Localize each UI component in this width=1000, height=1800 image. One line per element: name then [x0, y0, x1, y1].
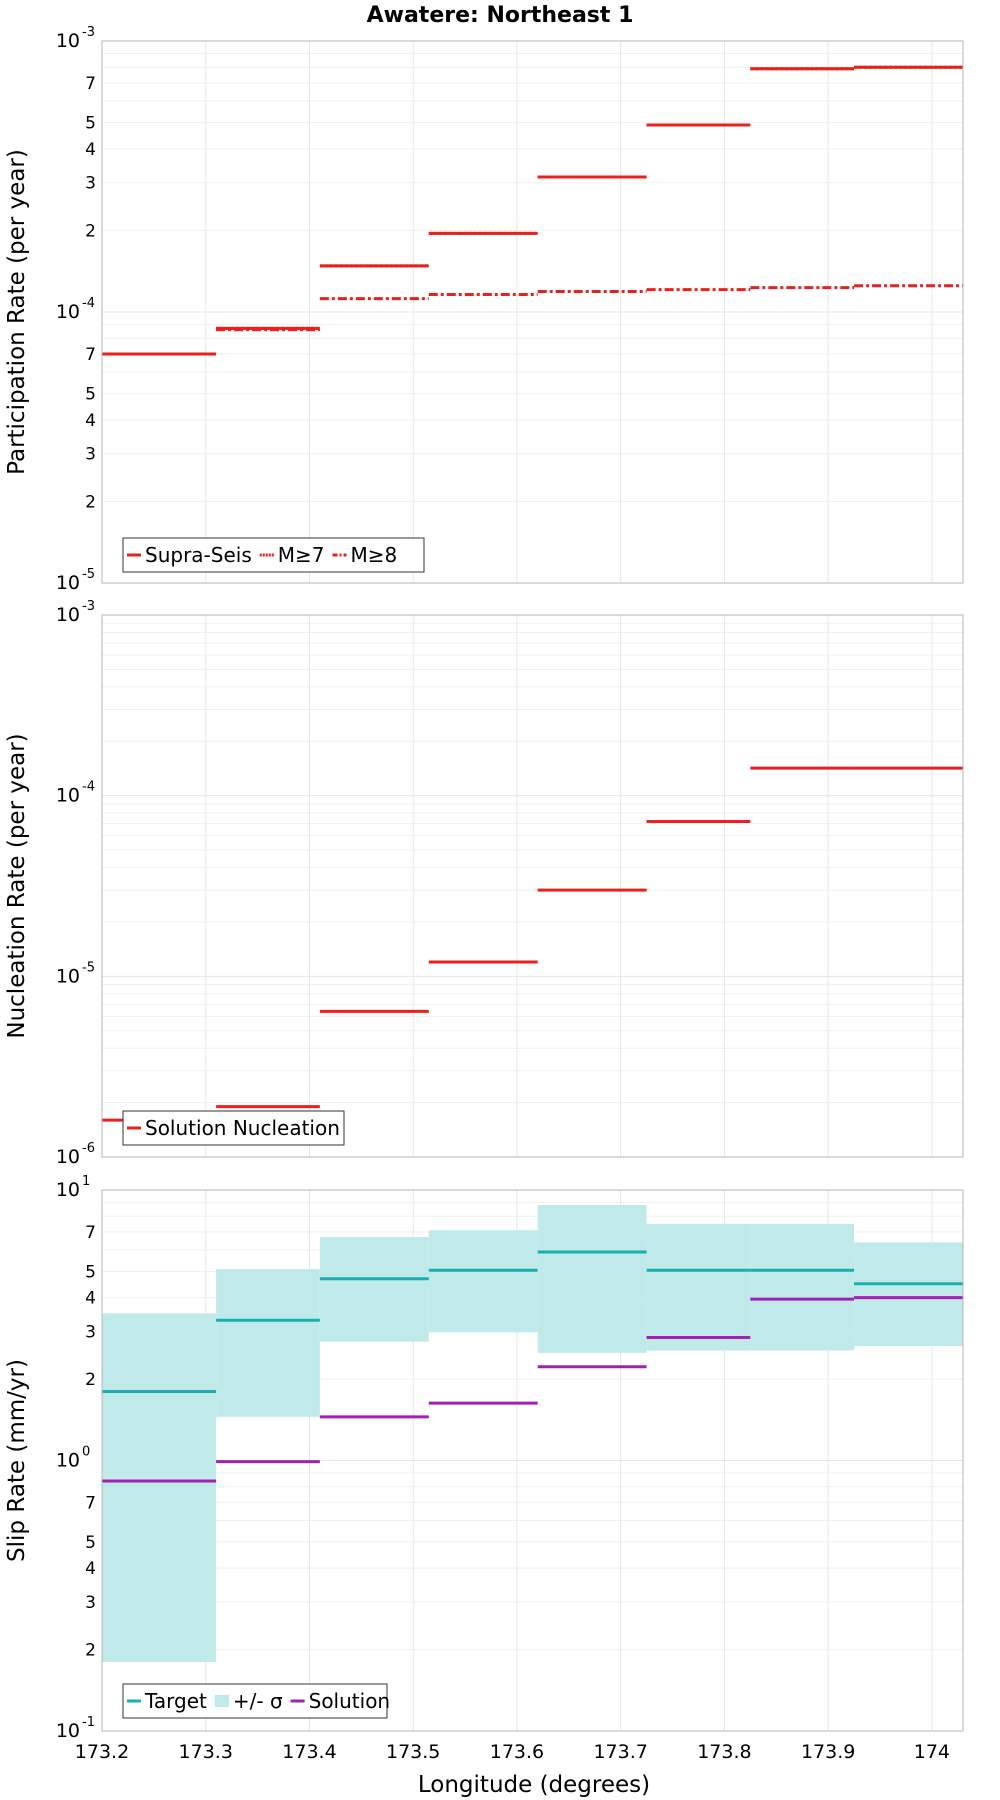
x-tick-label: 173.7: [593, 1741, 647, 1763]
sigma-band-segment: [750, 1223, 855, 1351]
y-minor-tick-label: 4: [85, 140, 96, 160]
x-tick-label: 173.3: [179, 1741, 233, 1763]
y-minor-tick-label: 7: [85, 1493, 96, 1513]
y-tick-exponent: -3: [82, 599, 95, 614]
y-minor-tick-label: 5: [85, 385, 96, 405]
chart-title: Awatere: Northeast 1: [367, 3, 634, 28]
legend-label: Target: [144, 1689, 207, 1713]
y-tick-exponent: -4: [82, 780, 95, 795]
sigma-band-segment: [319, 1237, 429, 1342]
y-tick-label: 10: [56, 604, 80, 626]
x-tick-label: 173.4: [282, 1741, 336, 1763]
y-tick-exponent: -4: [82, 296, 95, 311]
y-tick-label: 10: [56, 785, 80, 807]
y-minor-tick-label: 7: [85, 1223, 96, 1243]
y-tick-exponent: 1: [82, 1174, 90, 1189]
y-tick-exponent: 0: [82, 1445, 90, 1460]
sigma-band-segment: [537, 1205, 647, 1353]
legend-label: M≥8: [351, 543, 398, 567]
y-minor-tick-label: 4: [85, 411, 96, 431]
legend-label: M≥7: [278, 543, 325, 567]
plot-frame: [101, 40, 964, 584]
y-minor-tick-label: 2: [85, 492, 96, 512]
legend-layer: Supra-Seis M≥7 M≥8 Solution Nucleation Targe…: [122, 537, 425, 1719]
legend-label: +/- σ: [233, 1689, 283, 1713]
x-tick-label: 174: [914, 1741, 950, 1763]
x-tick-label: 173.6: [490, 1741, 544, 1763]
y-minor-tick-label: 5: [85, 1262, 96, 1282]
sigma-band-segment: [216, 1269, 320, 1417]
x-tick-label: 173.2: [75, 1741, 129, 1763]
legend-label: Solution: [309, 1689, 390, 1713]
y-tick-label: 10: [56, 572, 80, 594]
y-tick-label: 10: [56, 30, 80, 52]
y-tick-exponent: -3: [82, 25, 95, 40]
y-tick-label: 10: [56, 1179, 80, 1201]
x-tick-label: 173.9: [801, 1741, 855, 1763]
y-minor-tick-label: 5: [85, 114, 96, 134]
y-axis-label: Slip Rate (mm/yr): [4, 1359, 30, 1562]
sigma-band-segment: [854, 1242, 963, 1347]
x-tick-label: 173.8: [697, 1741, 751, 1763]
y-minor-tick-label: 4: [85, 1289, 96, 1309]
legend-label: Solution Nucleation: [145, 1116, 340, 1140]
y-minor-tick-label: 3: [85, 1593, 96, 1613]
y-minor-tick-label: 2: [85, 1370, 96, 1390]
legend-swatch: [214, 1695, 229, 1707]
y-axis-label: Participation Rate (per year): [4, 149, 30, 475]
plot-frame: [101, 614, 964, 1158]
y-tick-exponent: -6: [82, 1141, 95, 1156]
y-minor-tick-label: 3: [85, 445, 96, 465]
y-tick-label: 10: [56, 1146, 80, 1168]
y-tick-exponent: -5: [82, 567, 95, 582]
y-minor-tick-label: 3: [85, 1322, 96, 1342]
sigma-band-segment: [428, 1230, 538, 1333]
x-axis-label: Longitude (degrees): [418, 1772, 650, 1798]
y-tick-label: 10: [56, 1450, 80, 1472]
data-layer: [102, 65, 963, 1662]
plot-frame: [101, 1189, 964, 1732]
y-tick-exponent: -1: [82, 1715, 95, 1730]
y-minor-tick-label: 7: [85, 74, 96, 94]
x-tick-label: 173.5: [386, 1741, 440, 1763]
y-axis-label: Nucleation Rate (per year): [4, 733, 30, 1038]
y-tick-label: 10: [56, 965, 80, 987]
sigma-band-segment: [646, 1223, 751, 1351]
legend-box: [122, 1683, 388, 1719]
y-tick-label: 10: [56, 301, 80, 323]
y-minor-tick-label: 2: [85, 221, 96, 241]
y-tick-exponent: -5: [82, 960, 95, 975]
y-minor-tick-label: 3: [85, 174, 96, 194]
y-tick-label: 10: [56, 1720, 80, 1742]
y-minor-tick-label: 5: [85, 1533, 96, 1553]
y-minor-tick-label: 2: [85, 1641, 96, 1661]
sigma-band-segment: [102, 1313, 217, 1662]
y-minor-tick-label: 4: [85, 1559, 96, 1579]
y-minor-tick-label: 7: [85, 345, 96, 365]
legend-box: [122, 1110, 345, 1146]
legend-label: Supra-Seis: [145, 543, 252, 567]
